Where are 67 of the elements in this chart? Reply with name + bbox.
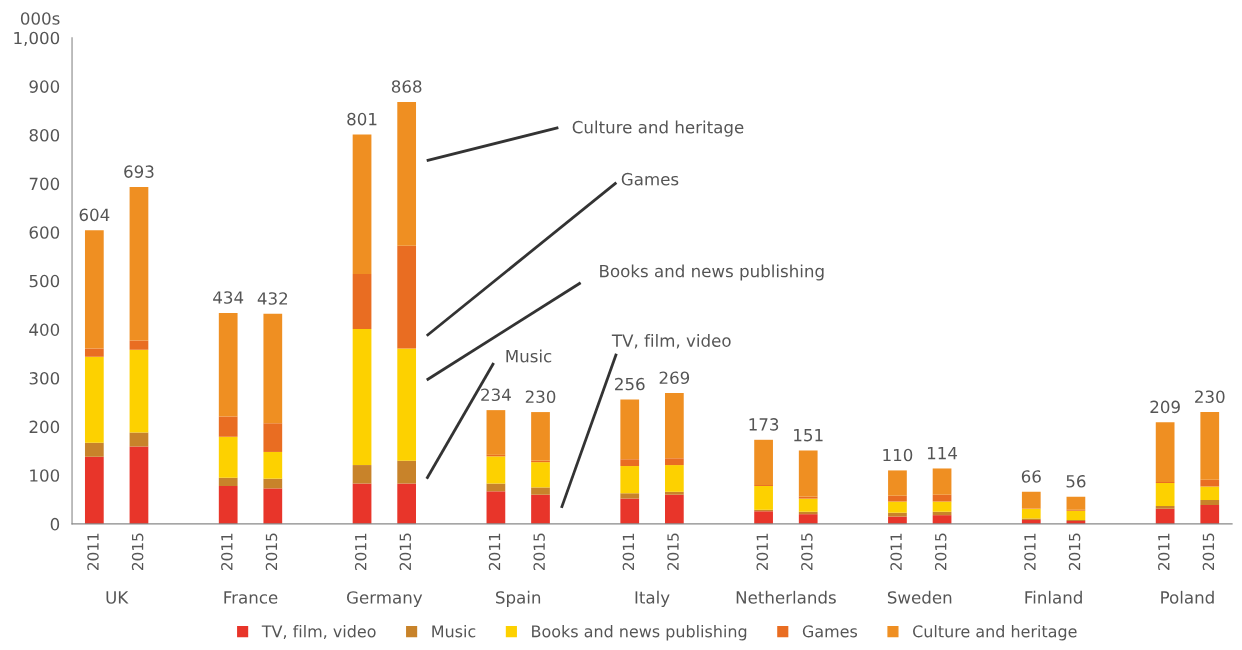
text: Sweden xyxy=(887,590,952,604)
y-tick-label: 0 xyxy=(50,517,60,531)
x-tick-label: 2011 xyxy=(1158,533,1170,570)
y-tick-label: 600 xyxy=(29,226,60,239)
y-tick-label: 800 xyxy=(29,128,60,142)
x-tick-label: 2011 xyxy=(221,533,233,570)
y-tick-label: 700 xyxy=(29,177,60,191)
x-tick-label: 2011 xyxy=(87,533,99,570)
total-label: 173 xyxy=(749,418,779,431)
legend-label: Culture and heritage xyxy=(913,625,1077,641)
x-tick-label: 2015 xyxy=(399,533,412,570)
total-label: 209 xyxy=(1150,400,1180,414)
total-label: 110 xyxy=(883,448,913,462)
x-tick-label: 2011 xyxy=(1024,533,1036,570)
x-tick-label: 2015 xyxy=(667,533,679,570)
y-tick-label: 200 xyxy=(29,420,60,434)
text: Poland xyxy=(1161,590,1214,604)
text: Germany xyxy=(346,591,423,607)
y-tick-label: 900 xyxy=(29,80,60,93)
x-tick-label: 2011 xyxy=(890,533,902,570)
total-label: 66 xyxy=(1021,470,1041,483)
text: France xyxy=(224,591,278,604)
x-tick-label: 2015 xyxy=(265,533,278,570)
total-label: 269 xyxy=(659,371,690,385)
total-label: 256 xyxy=(615,377,645,391)
annotation: Culture and heritage xyxy=(572,120,744,137)
total-label: 868 xyxy=(391,80,422,93)
annotation: Music xyxy=(506,349,552,363)
total-label: 230 xyxy=(525,390,556,404)
x-tick-label: 2011 xyxy=(354,533,367,570)
total-label: 434 xyxy=(213,291,244,304)
y-tick-label: 400 xyxy=(29,323,60,336)
legend-label: Music xyxy=(432,625,476,638)
x-tick-label: 2011 xyxy=(622,533,635,570)
total-label: 56 xyxy=(1066,475,1086,488)
total-label: 693 xyxy=(124,165,154,178)
annotation: Games xyxy=(621,172,679,186)
x-tick-label: 2015 xyxy=(1068,533,1081,570)
annotation: Books and news publishing xyxy=(600,264,824,281)
legend-label: Books and news publishing xyxy=(532,625,747,641)
total-label: 234 xyxy=(481,388,511,402)
y-tick-label: 1,000 xyxy=(14,31,60,46)
legend-label: TV, film, video xyxy=(261,625,376,640)
y-tick-label: 500 xyxy=(29,274,60,288)
text: Finland xyxy=(1025,590,1082,604)
legend-label: Games xyxy=(802,625,858,638)
x-tick-label: 2011 xyxy=(756,533,769,570)
total-label: 114 xyxy=(927,447,958,460)
annotation: TV, film, video xyxy=(611,334,731,349)
text: Netherlands xyxy=(736,590,836,604)
x-tick-label: 2011 xyxy=(488,533,501,570)
text: Spain xyxy=(496,590,541,607)
x-tick-label: 2015 xyxy=(934,533,947,570)
total-label: 801 xyxy=(347,112,377,126)
x-tick-label: 2015 xyxy=(1202,533,1215,570)
total-label: 604 xyxy=(79,208,110,222)
total-label: 151 xyxy=(794,429,823,442)
x-tick-label: 2015 xyxy=(801,533,813,570)
total-label: 230 xyxy=(1195,390,1225,404)
y-tick-label: 100 xyxy=(30,469,60,482)
text: Italy xyxy=(635,590,670,607)
y-axis-title: 000s xyxy=(20,12,60,25)
y-tick-label: 300 xyxy=(29,372,60,385)
x-tick-label: 2015 xyxy=(131,533,144,570)
text: UK xyxy=(106,591,129,604)
total-label: 432 xyxy=(257,292,288,305)
x-tick-label: 2015 xyxy=(533,533,545,570)
